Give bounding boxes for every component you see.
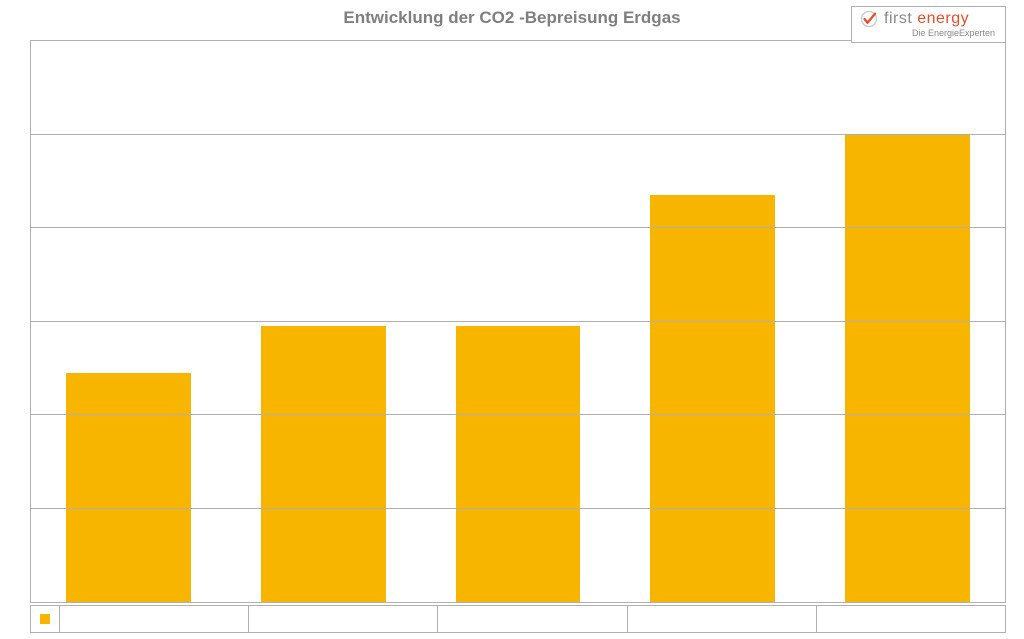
legend-cell [60, 606, 249, 632]
brand-tagline: Die EnergieExperten [860, 29, 995, 38]
legend-swatch [40, 614, 50, 624]
brand-second-word: energy [917, 10, 969, 27]
legend-cell [628, 606, 817, 632]
bar [456, 326, 581, 602]
bar [650, 195, 775, 602]
gridline [31, 227, 1005, 228]
legend-swatch-cell [31, 606, 60, 632]
legend-strip [30, 605, 1006, 633]
gridline [31, 508, 1005, 509]
bar-slot [31, 41, 226, 602]
brand-name: first energy [884, 11, 969, 27]
bar [261, 326, 386, 602]
bar [66, 373, 191, 602]
bars-group [31, 41, 1005, 602]
legend-cell [249, 606, 438, 632]
checkmark-circle-icon [860, 10, 878, 28]
brand-logo: first energy Die EnergieExperten [851, 6, 1006, 43]
brand-logo-row: first energy [860, 10, 995, 28]
brand-first-word: first [884, 10, 917, 27]
gridline [31, 321, 1005, 322]
bar [845, 135, 970, 603]
bar-slot [226, 41, 421, 602]
gridline [31, 134, 1005, 135]
bar-slot [810, 41, 1005, 602]
legend-cell [817, 606, 1005, 632]
plot-area [30, 40, 1006, 603]
gridline [31, 414, 1005, 415]
bar-slot [615, 41, 810, 602]
legend-cell [438, 606, 627, 632]
chart-container: Entwicklung der CO2 -Bepreisung Erdgas f… [0, 0, 1024, 639]
bar-slot [421, 41, 616, 602]
